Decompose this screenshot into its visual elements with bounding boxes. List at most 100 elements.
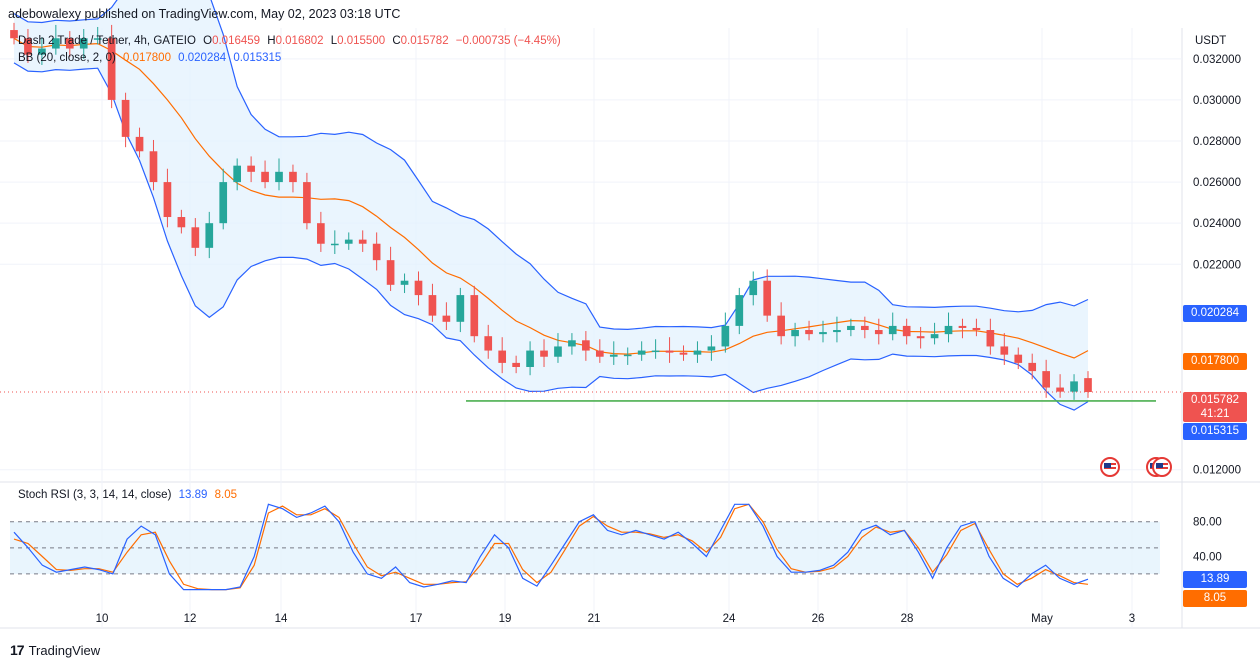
bb-lower-value: 0.015315 [233, 52, 282, 64]
candle-body [1000, 346, 1009, 355]
candle-body [609, 354, 618, 357]
brand-name: TradingView [28, 642, 101, 658]
time-tick-label: 17 [410, 613, 423, 625]
us-flag-icon[interactable] [1100, 457, 1120, 477]
price-tick-label: 0.026000 [1193, 177, 1241, 189]
candle-body [874, 330, 883, 335]
rsi-k-line [13, 503, 1089, 591]
candle-body [372, 243, 381, 261]
publisher-line: adebowalexy published on TradingView.com… [8, 7, 401, 21]
candle-body [414, 280, 423, 296]
price-tick-label: 0.028000 [1193, 136, 1241, 148]
candle-body [289, 171, 297, 183]
lower-band-line [13, 62, 1089, 411]
price-tick-label: 0.012000 [1193, 465, 1241, 477]
candle-body [958, 325, 967, 328]
change-value: −0.000735 (−4.45%) [455, 35, 561, 47]
price-tick-label: 0.030000 [1193, 95, 1241, 107]
candle-body [470, 295, 479, 337]
price-tick-label: 0.022000 [1193, 259, 1241, 271]
candle-body [512, 362, 520, 367]
candle-body [330, 243, 339, 246]
open-value: 0.016459 [212, 35, 261, 47]
low-label: L [330, 35, 338, 47]
candle-body [902, 325, 911, 337]
candle-body [65, 38, 74, 49]
band-fill [14, 0, 1088, 411]
candle-body [819, 332, 827, 335]
time-tick-label: 12 [184, 613, 197, 625]
bar-countdown: 41:21 [1200, 408, 1230, 420]
candle-body [540, 350, 548, 357]
close-label: C [392, 35, 401, 47]
candle-body [24, 38, 32, 55]
time-tick-label: 24 [723, 613, 736, 625]
tradingview-logo-icon: 17 [10, 642, 25, 658]
candle-body [428, 295, 437, 316]
rsi-legend[interactable]: Stoch RSI (3, 3, 14, 14, close) 13.89 8.… [18, 489, 241, 501]
candle-body [595, 350, 604, 357]
candle-body [568, 340, 576, 347]
candle-body [1028, 362, 1037, 372]
open-label: O [203, 35, 213, 47]
candle-body [107, 38, 116, 100]
symbol-name: Dash 2 Trade / Tether, 4h, GATEIO [18, 35, 196, 47]
candle-body [1042, 371, 1050, 388]
candle-body [79, 38, 88, 49]
time-tick-label: May [1031, 613, 1053, 625]
candle-body [233, 165, 242, 183]
candle-body [344, 239, 353, 244]
bb-basis-value: 0.017800 [123, 52, 171, 64]
stoch-rsi-lines [13, 503, 1089, 591]
candle-body [442, 315, 451, 322]
candle-body [261, 171, 269, 183]
price-tick-label: 0.032000 [1193, 54, 1241, 66]
upper-band-tag: 0.020284 [1183, 305, 1247, 322]
low-value: 0.015500 [337, 35, 386, 47]
rsi-label: Stoch RSI (3, 3, 14, 14, close) [18, 489, 172, 501]
time-tick-label: 14 [275, 613, 288, 625]
lower-band-tag: 0.015315 [1183, 423, 1247, 440]
candle-body [247, 165, 255, 172]
candle-body [121, 99, 130, 137]
rsi-k-tag: 13.89 [1183, 571, 1247, 588]
candle-body [847, 325, 855, 331]
close-value: 0.015782 [400, 35, 449, 47]
candle-body [749, 280, 758, 296]
candle-body [637, 350, 646, 355]
us-flag-icon[interactable] [1152, 457, 1172, 477]
upper-band-line [13, 0, 1089, 331]
rsi-d-line [13, 503, 1089, 591]
last-price-tag: 0.015782 41:21 [1183, 392, 1247, 422]
rsi-k-value: 13.89 [178, 489, 208, 501]
candle-body [177, 217, 186, 228]
high-value: 0.016802 [275, 35, 324, 47]
rsi-tick-label: 80.00 [1193, 517, 1222, 529]
bb-legend[interactable]: BB (20, close, 2, 0) 0.017800 0.020284 0… [18, 52, 285, 64]
candle-body [275, 171, 283, 183]
tradingview-logo[interactable]: 17 TradingView [10, 642, 100, 658]
candle-body [735, 295, 744, 326]
candle-body [763, 280, 772, 316]
candle-body [833, 330, 841, 333]
candle-body [358, 239, 367, 244]
last-price-value: 0.015782 [1191, 394, 1239, 406]
candle-body [679, 352, 688, 355]
candle-body [498, 350, 507, 363]
candle-body [707, 346, 716, 351]
candle-body [1070, 381, 1078, 392]
candle-body [623, 354, 632, 357]
candle-body [205, 223, 214, 248]
symbol-legend[interactable]: Dash 2 Trade / Tether, 4h, GATEIO O0.016… [18, 35, 565, 47]
candle-body [135, 136, 144, 152]
candle-body [721, 325, 730, 347]
currency-label: USDT [1195, 35, 1227, 47]
candle-body [930, 334, 939, 339]
candle-body [317, 223, 325, 244]
candle-body [1056, 387, 1064, 392]
candle-body [163, 182, 172, 218]
price-axis: 0.012000 0.022000 0.024000 0.026000 0.028000… [1193, 54, 1241, 564]
candle-body [1014, 354, 1023, 363]
candle-body [400, 280, 409, 285]
